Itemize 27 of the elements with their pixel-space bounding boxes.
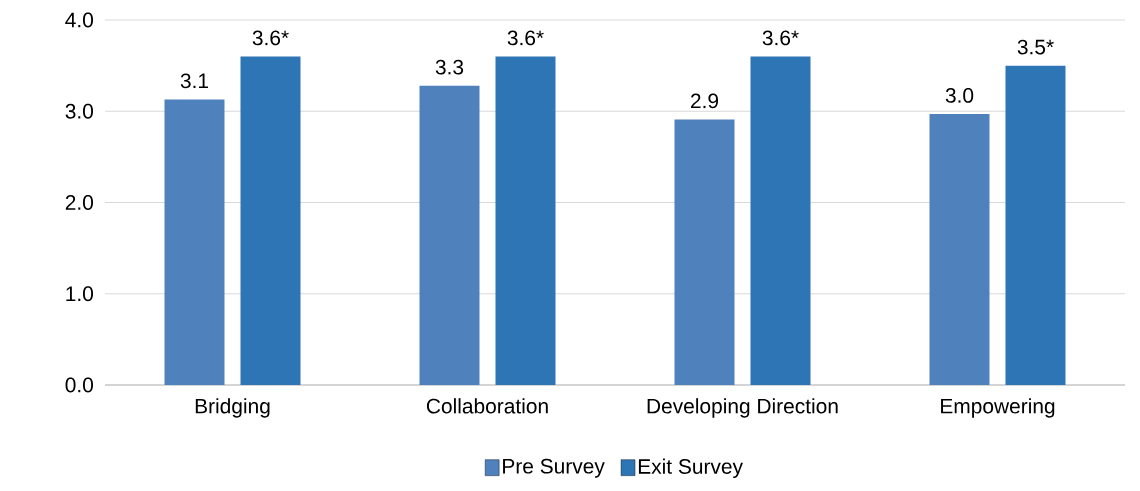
bar: [929, 113, 990, 385]
data-label: 3.0: [945, 88, 974, 103]
bar: [674, 119, 735, 385]
y-tick-label: 2.0: [65, 195, 93, 210]
x-tick-label: Collaboration: [426, 398, 548, 414]
data-label: 3.6*: [507, 30, 544, 46]
data-label: 3.3: [435, 59, 464, 75]
bar: [419, 85, 480, 385]
bar: [495, 56, 556, 385]
data-label: 3.6*: [252, 30, 289, 46]
x-tick-label: Developing Direction: [647, 398, 838, 418]
data-label: 3.5*: [1017, 39, 1054, 55]
y-tick-label: 4.0: [65, 12, 93, 28]
data-label: 3.1: [180, 73, 209, 89]
legend-label: Pre Survey: [503, 458, 605, 478]
y-tick-label: 1.0: [66, 286, 93, 302]
x-tick-label: Bridging: [195, 398, 270, 418]
y-tick-label: 0.0: [65, 377, 93, 393]
x-tick-label: Empowering: [941, 398, 1055, 418]
data-label: 3.6*: [762, 30, 799, 46]
bar: [750, 56, 811, 385]
data-label: 2.9: [691, 93, 719, 109]
bar: [164, 99, 225, 385]
bar: [1005, 65, 1066, 385]
legend-label: Exit Survey: [638, 458, 743, 479]
y-tick-label: 3.0: [65, 103, 93, 119]
bar: [240, 56, 301, 385]
